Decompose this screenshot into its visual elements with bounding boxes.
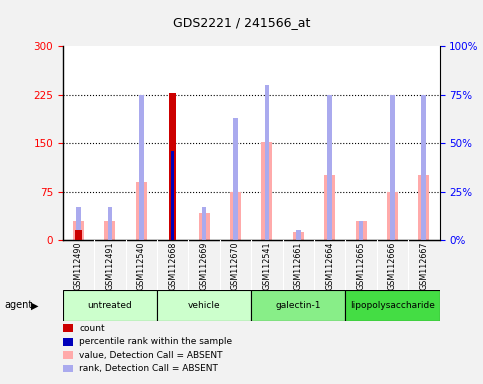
Text: value, Detection Call = ABSENT: value, Detection Call = ABSENT <box>79 351 223 360</box>
Bar <box>157 290 251 321</box>
Text: GSM112669: GSM112669 <box>199 242 209 291</box>
Text: untreated: untreated <box>87 301 132 310</box>
Bar <box>73 220 84 240</box>
Text: agent: agent <box>5 300 33 310</box>
Text: percentile rank within the sample: percentile rank within the sample <box>79 337 232 346</box>
Text: GSM112541: GSM112541 <box>262 242 271 291</box>
Text: GSM112667: GSM112667 <box>419 242 428 291</box>
Text: ▶: ▶ <box>31 300 39 310</box>
Bar <box>136 182 147 240</box>
Bar <box>233 118 238 240</box>
Bar <box>104 220 115 240</box>
Bar <box>293 232 304 240</box>
Text: count: count <box>79 324 105 333</box>
Text: GSM112664: GSM112664 <box>325 242 334 290</box>
Text: GSM112490: GSM112490 <box>74 242 83 291</box>
Text: GSM112491: GSM112491 <box>105 242 114 291</box>
Bar <box>76 207 81 240</box>
Bar <box>63 290 157 321</box>
Bar <box>251 290 345 321</box>
Text: GSM112668: GSM112668 <box>168 242 177 290</box>
Bar <box>171 151 174 240</box>
Text: GSM112665: GSM112665 <box>356 242 366 291</box>
Bar <box>324 175 335 240</box>
Bar <box>418 175 429 240</box>
Text: vehicle: vehicle <box>188 301 220 310</box>
Text: GSM112661: GSM112661 <box>294 242 303 290</box>
Bar <box>108 207 112 240</box>
Bar <box>75 230 82 240</box>
Bar <box>202 207 206 240</box>
Bar <box>230 192 241 240</box>
Text: GSM112540: GSM112540 <box>137 242 146 291</box>
Bar <box>296 230 300 240</box>
Bar <box>387 192 398 240</box>
Text: GSM112670: GSM112670 <box>231 242 240 291</box>
Bar <box>261 142 272 240</box>
Bar <box>390 94 395 240</box>
Bar <box>139 94 143 240</box>
Bar <box>170 93 176 240</box>
Text: rank, Detection Call = ABSENT: rank, Detection Call = ABSENT <box>79 364 218 373</box>
Bar <box>355 220 367 240</box>
Text: lipopolysaccharide: lipopolysaccharide <box>350 301 435 310</box>
Bar <box>359 220 363 240</box>
Bar <box>199 213 210 240</box>
Bar <box>327 94 332 240</box>
Bar <box>265 85 269 240</box>
Text: galectin-1: galectin-1 <box>275 301 321 310</box>
Text: GSM112666: GSM112666 <box>388 242 397 290</box>
Text: GDS2221 / 241566_at: GDS2221 / 241566_at <box>173 16 310 29</box>
Bar <box>345 290 440 321</box>
Bar <box>422 94 426 240</box>
